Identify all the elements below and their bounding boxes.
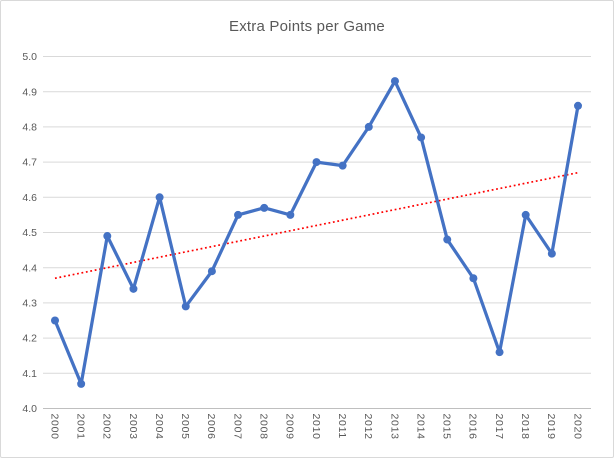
- x-axis-tick-label: 2008: [258, 414, 270, 440]
- data-point-marker: [312, 158, 321, 167]
- data-point-marker: [390, 77, 399, 86]
- data-point-marker: [181, 302, 190, 311]
- y-axis-tick-label: 4.2: [22, 333, 37, 345]
- x-axis-tick-label: 2019: [545, 414, 557, 440]
- data-point-marker: [443, 235, 452, 244]
- x-axis-tick-label: 2020: [571, 414, 583, 440]
- data-point-marker: [286, 210, 295, 219]
- data-point-marker: [51, 316, 59, 325]
- x-axis-tick-label: 2009: [284, 414, 296, 440]
- y-axis-tick-label: 4.5: [22, 227, 37, 239]
- y-axis-tick-label: 4.4: [22, 262, 37, 274]
- chart-title: Extra Points per Game: [229, 18, 385, 35]
- x-axis-tick-label: 2013: [388, 414, 400, 440]
- x-axis-tick-label: 2003: [127, 414, 139, 440]
- data-point-marker: [103, 232, 112, 241]
- data-point-marker: [417, 133, 426, 142]
- data-point-marker: [364, 122, 373, 131]
- data-point-marker: [260, 203, 269, 212]
- data-point-marker: [495, 348, 504, 357]
- y-axis-tick-label: 4.8: [22, 122, 37, 134]
- x-axis-tick-label: 2012: [362, 414, 374, 440]
- x-axis-tick-label: 2011: [336, 414, 348, 439]
- y-axis-tick-label: 5.0: [22, 51, 37, 63]
- data-point-marker: [469, 274, 478, 283]
- x-axis-tick-label: 2004: [153, 414, 165, 440]
- data-point-marker: [207, 267, 216, 276]
- x-axis-tick-label: 2015: [441, 414, 453, 440]
- x-axis-tick-label: 2006: [205, 414, 217, 440]
- x-axis-tick-label: 2014: [414, 414, 426, 440]
- data-point-marker: [77, 379, 86, 388]
- x-axis-tick-label: 2001: [74, 414, 86, 440]
- data-point-marker: [521, 210, 530, 219]
- data-point-marker: [338, 161, 347, 170]
- x-axis-tick-label: 2017: [493, 414, 505, 440]
- y-axis-tick-label: 4.9: [22, 86, 37, 98]
- y-axis-tick-label: 4.3: [22, 298, 37, 310]
- data-point-marker: [574, 101, 582, 110]
- x-axis-tick-label: 2005: [179, 414, 191, 440]
- x-axis-tick-label: 2002: [101, 414, 113, 440]
- data-point-marker: [129, 284, 138, 293]
- x-axis-tick-label: 2010: [310, 414, 322, 440]
- x-axis-tick-label: 2016: [467, 414, 479, 440]
- trendline: [54, 171, 579, 280]
- data-point-marker: [234, 210, 243, 219]
- y-axis-tick-label: 4.1: [22, 368, 37, 380]
- x-axis-tick-label: 2000: [48, 414, 60, 440]
- y-axis-tick-label: 4.7: [22, 157, 37, 169]
- data-point-marker: [155, 193, 164, 202]
- y-axis-tick-label: 4.6: [22, 192, 37, 204]
- x-axis-tick-label: 2007: [231, 414, 243, 440]
- x-axis-tick-label: 2018: [519, 414, 531, 440]
- data-point-marker: [547, 249, 556, 258]
- y-axis-tick-label: 4.0: [22, 403, 37, 415]
